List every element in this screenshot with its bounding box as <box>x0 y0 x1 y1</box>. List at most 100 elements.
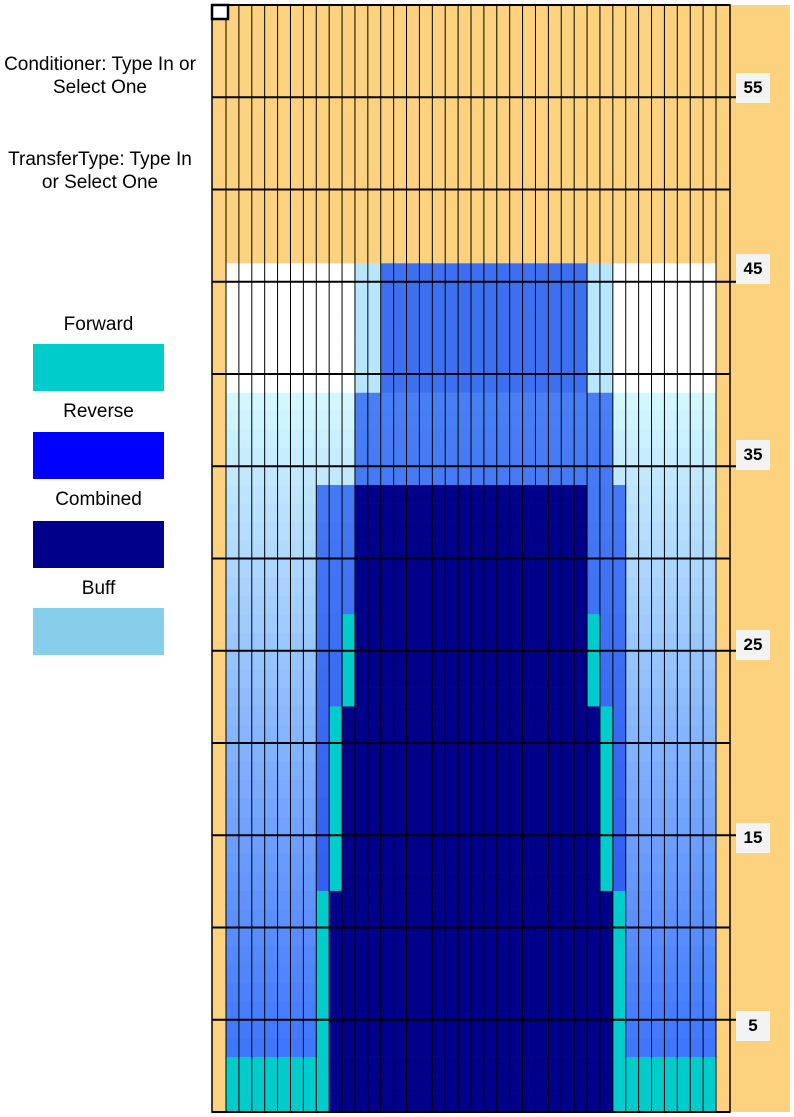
grid-cell <box>303 669 317 688</box>
grid-cell <box>380 853 394 873</box>
grid-cell <box>574 779 588 799</box>
grid-cell <box>612 263 627 283</box>
grid-cell <box>664 706 678 725</box>
grid-cell <box>522 300 536 319</box>
grid-cell <box>548 853 562 873</box>
grid-cell <box>651 761 665 781</box>
grid-cell <box>638 576 652 596</box>
grid-cell <box>329 927 343 947</box>
grid-cell <box>690 743 704 762</box>
grid-cell <box>393 779 407 799</box>
grid-cell <box>625 355 639 375</box>
grid-cell <box>651 484 665 504</box>
grid-cell <box>664 1056 678 1076</box>
grid-cell <box>574 558 588 578</box>
grid-cell <box>599 927 614 947</box>
grid-cell <box>677 613 691 633</box>
grid-cell <box>238 1001 253 1021</box>
grid-cell <box>251 743 265 762</box>
grid-cell <box>483 595 498 615</box>
grid-cell <box>264 521 278 541</box>
grid-cell <box>329 743 343 762</box>
grid-cell <box>638 927 652 947</box>
grid-cell <box>561 1019 575 1039</box>
grid-cell <box>458 281 472 301</box>
grid-cell <box>445 982 459 1002</box>
grid-cell <box>651 1075 665 1094</box>
grid-cell <box>354 300 369 319</box>
grid-cell <box>483 281 498 301</box>
grid-cell <box>329 853 343 873</box>
grid-cell <box>638 687 652 707</box>
grid-cell <box>471 447 485 467</box>
grid-cell <box>419 798 433 818</box>
grid-cell <box>587 429 601 449</box>
grid-cell <box>393 1093 407 1113</box>
grid-cell <box>264 779 278 799</box>
grid-cell <box>367 890 382 910</box>
grid-cell <box>432 1001 446 1021</box>
grid-cell <box>458 337 472 356</box>
grid-cell <box>574 521 588 541</box>
grid-cell <box>458 1001 472 1021</box>
grid-cell <box>496 632 510 652</box>
grid-cell <box>406 1093 420 1113</box>
grid-cell <box>458 613 472 633</box>
grid-cell <box>342 576 356 596</box>
grid-cell <box>303 429 317 449</box>
grid-cell <box>522 632 536 652</box>
grid-cell <box>612 706 627 725</box>
grid-cell <box>548 650 562 670</box>
grid-cell <box>393 835 407 854</box>
grid-cell <box>638 355 652 375</box>
grid-cell <box>342 613 356 633</box>
grid-cell <box>548 761 562 781</box>
grid-cell <box>612 761 627 781</box>
grid-cell <box>277 779 291 799</box>
grid-cell <box>251 835 265 854</box>
grid-cell <box>251 540 265 559</box>
grid-cell <box>664 300 678 319</box>
grid-cell <box>458 300 472 319</box>
grid-cell <box>587 909 601 928</box>
grid-cell <box>251 761 265 781</box>
grid-cell <box>625 1075 639 1094</box>
grid-cell <box>703 743 717 762</box>
grid-cell <box>625 743 639 762</box>
grid-cell <box>522 816 536 836</box>
grid-cell <box>509 374 523 393</box>
grid-cell <box>445 374 459 393</box>
grid-cell <box>226 447 240 467</box>
grid-cell <box>290 521 304 541</box>
grid-cell <box>367 909 382 928</box>
grid-cell <box>264 429 278 449</box>
grid-cell <box>419 982 433 1002</box>
grid-cell <box>496 872 510 891</box>
grid-cell <box>548 337 562 356</box>
grid-cell <box>277 1056 291 1076</box>
grid-cell <box>612 429 627 449</box>
grid-cell <box>329 669 343 688</box>
grid-cell <box>574 650 588 670</box>
grid-cell <box>496 798 510 818</box>
grid-cell <box>690 521 704 541</box>
grid-cell <box>638 281 652 301</box>
grid-cell <box>316 872 330 891</box>
grid-cell <box>548 964 562 984</box>
grid-cell <box>290 318 304 338</box>
grid-cell <box>548 1075 562 1094</box>
grid-cell <box>651 779 665 799</box>
grid-border <box>211 4 731 1113</box>
grid-cell <box>277 558 291 578</box>
grid-cell <box>535 355 549 375</box>
grid-cell <box>316 687 330 707</box>
grid-cell <box>277 447 291 467</box>
grid-cell <box>367 318 382 338</box>
grid-cell <box>496 650 510 670</box>
grid-cell <box>251 595 265 615</box>
grid-cell <box>638 835 652 854</box>
grid-cell <box>419 263 433 283</box>
grid-cell <box>599 779 614 799</box>
grid-cell <box>419 743 433 762</box>
